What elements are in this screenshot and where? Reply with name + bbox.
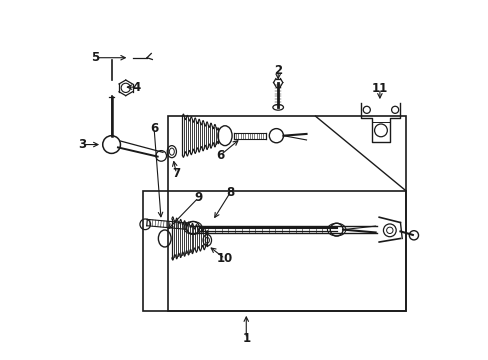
Bar (143, 191, 405, 311)
Text: 5: 5 (91, 51, 100, 64)
Text: 7: 7 (172, 167, 180, 180)
Text: 9: 9 (194, 191, 202, 204)
Text: 4: 4 (132, 81, 140, 94)
Text: 1: 1 (242, 332, 250, 345)
Text: 2: 2 (274, 64, 282, 77)
Text: 8: 8 (226, 186, 234, 199)
Text: 3: 3 (78, 138, 86, 151)
Text: 11: 11 (371, 82, 387, 95)
Text: 6: 6 (216, 149, 224, 162)
Text: 10: 10 (217, 252, 233, 265)
Bar (168, 116, 405, 311)
Text: 6: 6 (150, 122, 158, 135)
